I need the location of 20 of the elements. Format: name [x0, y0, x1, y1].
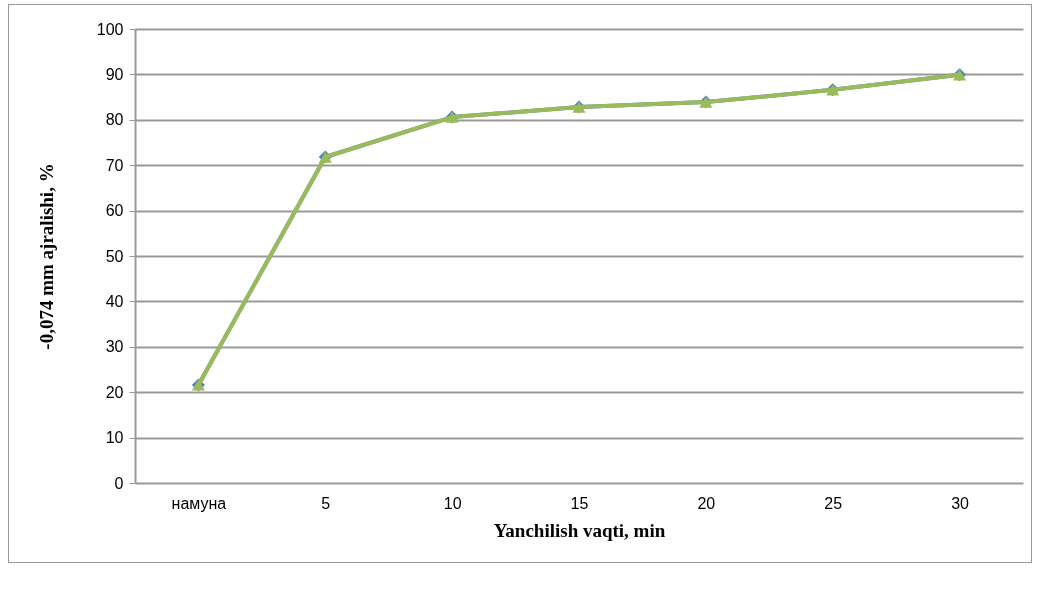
y-axis-title: -0,074 mm ajralishi, %: [35, 163, 57, 350]
y-tick-label: 90: [105, 65, 124, 83]
y-tick-label: 30: [105, 338, 124, 356]
x-tick-label: 15: [570, 494, 589, 512]
y-tick-label: 80: [105, 111, 124, 129]
x-tick-label: 10: [443, 494, 462, 512]
x-tick-label: намуна: [171, 494, 227, 512]
x-tick-label: 25: [824, 494, 843, 512]
y-tick-label: 20: [105, 383, 124, 401]
y-tick-label: 40: [105, 292, 124, 310]
x-tick-label: 5: [321, 494, 331, 512]
y-tick-label: 60: [105, 202, 124, 220]
y-tick-label: 100: [96, 20, 124, 38]
x-axis-title: Yanchilish vaqti, min: [493, 519, 666, 541]
y-tick-label: 50: [105, 247, 124, 265]
y-tick-label: 10: [105, 429, 124, 447]
x-tick-label: 30: [951, 494, 970, 512]
x-tick-label: 20: [697, 494, 716, 512]
y-tick-label: 0: [114, 474, 124, 492]
y-tick-label: 70: [105, 156, 124, 174]
